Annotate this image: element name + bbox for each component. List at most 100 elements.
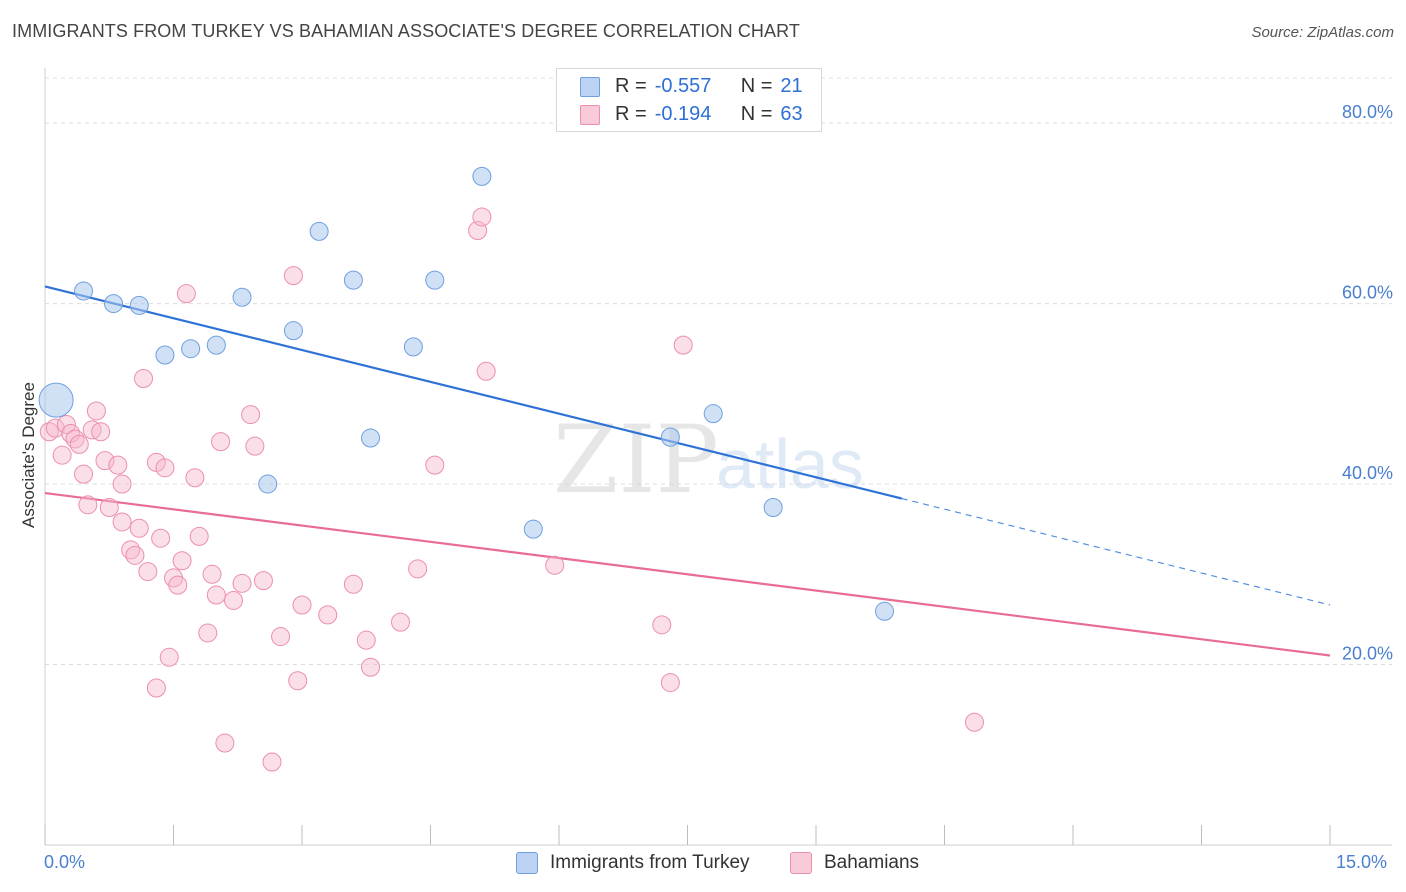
data-point-turkey bbox=[660, 427, 680, 447]
data-point-bahamians bbox=[159, 647, 179, 667]
legend-n-value: 63 bbox=[780, 102, 803, 125]
data-point-bahamians bbox=[138, 562, 158, 582]
data-point-bahamians bbox=[206, 585, 226, 605]
legend-swatch-pink bbox=[580, 105, 600, 125]
data-point-bahamians bbox=[262, 752, 282, 772]
legend-item-bahamians[interactable]: Bahamians bbox=[790, 852, 919, 874]
data-point-bahamians bbox=[134, 368, 154, 388]
data-point-turkey bbox=[703, 404, 723, 424]
data-point-bahamians bbox=[215, 733, 235, 753]
data-point-bahamians bbox=[253, 571, 273, 591]
data-point-bahamians bbox=[112, 474, 132, 494]
data-point-turkey bbox=[232, 287, 252, 307]
data-point-bahamians bbox=[91, 422, 111, 442]
data-point-bahamians bbox=[673, 335, 693, 355]
data-point-turkey bbox=[104, 294, 124, 314]
legend-swatch-turkey bbox=[516, 852, 538, 874]
data-point-bahamians bbox=[74, 464, 94, 484]
y-tick-label: 60.0% bbox=[1342, 283, 1393, 303]
x-tick-max: 15.0% bbox=[1336, 852, 1388, 872]
legend-r-label: R = bbox=[615, 102, 647, 125]
y-tick-label: 40.0% bbox=[1342, 463, 1393, 483]
data-point-bahamians bbox=[129, 518, 149, 538]
y-tick-label: 20.0% bbox=[1342, 644, 1393, 664]
data-point-bahamians bbox=[343, 574, 363, 594]
data-point-bahamians bbox=[151, 528, 171, 548]
data-point-turkey bbox=[129, 295, 149, 315]
legend-n-label: N = bbox=[740, 102, 773, 125]
y-tick-label: 80.0% bbox=[1342, 102, 1393, 122]
data-point-bahamians bbox=[146, 678, 166, 698]
source-label: Source: ZipAtlas.com bbox=[1251, 24, 1394, 41]
data-point-bahamians bbox=[271, 627, 291, 647]
data-point-turkey bbox=[343, 270, 363, 290]
trend-line-bahamians bbox=[44, 491, 1331, 657]
data-point-bahamians bbox=[356, 630, 376, 650]
data-point-bahamians bbox=[283, 266, 303, 286]
data-point-turkey bbox=[258, 474, 278, 494]
data-point-bahamians bbox=[202, 564, 222, 584]
bahamians-points bbox=[39, 207, 984, 772]
legend-r-value: -0.194 bbox=[654, 102, 712, 125]
data-point-turkey bbox=[283, 321, 303, 341]
x-tick-min: 0.0% bbox=[44, 852, 86, 872]
watermark-zip: ZIP bbox=[553, 406, 719, 515]
data-point-turkey bbox=[155, 345, 175, 365]
legend-r-value: -0.557 bbox=[654, 74, 712, 97]
data-point-turkey bbox=[523, 519, 543, 539]
data-point-bahamians bbox=[476, 361, 496, 381]
data-point-bahamians bbox=[198, 623, 218, 643]
data-point-turkey bbox=[403, 337, 423, 357]
data-point-bahamians bbox=[545, 555, 565, 575]
data-point-bahamians bbox=[211, 432, 231, 452]
data-point-bahamians bbox=[69, 434, 89, 454]
series-legend: Immigrants from Turkey Bahamians bbox=[0, 852, 1406, 878]
data-point-bahamians bbox=[56, 415, 76, 435]
data-point-bahamians bbox=[112, 512, 132, 532]
legend-swatch-blue bbox=[580, 77, 600, 97]
data-point-bahamians bbox=[652, 615, 672, 635]
data-point-turkey bbox=[206, 335, 226, 355]
legend-row-turkey: R = -0.557 N = 21 bbox=[580, 73, 803, 99]
data-point-bahamians bbox=[391, 612, 411, 632]
trend-line-turkey-extension bbox=[901, 497, 1331, 606]
data-point-bahamians bbox=[95, 451, 115, 471]
data-point-bahamians bbox=[241, 405, 261, 425]
data-point-bahamians bbox=[288, 671, 308, 691]
data-point-bahamians bbox=[99, 498, 119, 518]
data-point-bahamians bbox=[78, 495, 98, 515]
legend-n-value: 21 bbox=[780, 74, 803, 97]
watermark-atlas: atlas bbox=[716, 425, 864, 503]
data-point-bahamians bbox=[425, 455, 445, 475]
data-point-bahamians bbox=[408, 559, 428, 579]
data-point-turkey bbox=[875, 601, 895, 621]
data-point-bahamians bbox=[86, 401, 106, 421]
data-point-bahamians bbox=[318, 605, 338, 625]
legend-row-bahamians: R = -0.194 N = 63 bbox=[580, 101, 803, 127]
data-point-bahamians bbox=[964, 712, 984, 732]
legend-item-turkey[interactable]: Immigrants from Turkey bbox=[516, 852, 750, 874]
data-point-turkey bbox=[361, 428, 381, 448]
legend-label-bahamians: Bahamians bbox=[824, 852, 920, 873]
watermark: ZIP atlas bbox=[553, 406, 864, 515]
data-point-bahamians bbox=[108, 455, 128, 475]
data-point-bahamians bbox=[52, 445, 72, 465]
data-point-turkey bbox=[38, 382, 74, 418]
legend-r-label: R = bbox=[615, 74, 647, 97]
trend-lines bbox=[44, 285, 1331, 657]
turkey-points bbox=[38, 166, 895, 621]
data-point-bahamians bbox=[155, 458, 175, 478]
data-point-bahamians bbox=[361, 657, 381, 677]
correlation-legend: R = -0.557 N = 21 R = -0.194 N = 63 bbox=[556, 68, 822, 132]
y-tick-labels: 20.0% 40.0% 60.0% 80.0% bbox=[1342, 102, 1393, 663]
data-point-turkey bbox=[763, 498, 783, 518]
data-point-bahamians bbox=[45, 418, 65, 438]
data-point-bahamians bbox=[172, 551, 192, 571]
data-point-bahamians bbox=[125, 545, 145, 565]
data-point-bahamians bbox=[292, 595, 312, 615]
chart-title: IMMIGRANTS FROM TURKEY VS BAHAMIAN ASSOC… bbox=[12, 21, 800, 41]
data-point-turkey bbox=[181, 339, 201, 359]
data-point-bahamians bbox=[472, 207, 492, 227]
data-point-bahamians bbox=[176, 284, 196, 304]
